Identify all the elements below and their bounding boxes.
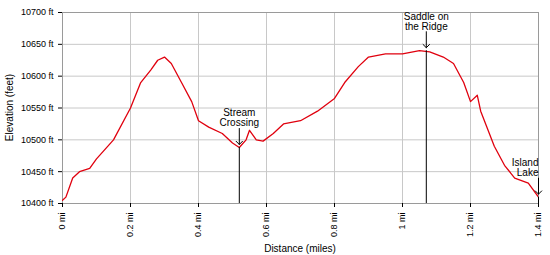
svg-text:10650 ft: 10650 ft	[21, 39, 54, 49]
svg-text:10600 ft: 10600 ft	[21, 71, 54, 81]
svg-text:Distance (miles): Distance (miles)	[264, 243, 336, 254]
svg-text:10700 ft: 10700 ft	[21, 7, 54, 17]
svg-text:Saddle onthe Ridge: Saddle onthe Ridge	[404, 11, 449, 32]
svg-text:0.6 mi: 0.6 mi	[261, 213, 271, 238]
svg-text:1 mi: 1 mi	[397, 213, 407, 230]
svg-text:StreamCrossing: StreamCrossing	[220, 107, 259, 128]
svg-text:IslandLake: IslandLake	[512, 157, 539, 178]
svg-text:10400 ft: 10400 ft	[21, 198, 54, 208]
svg-text:10500 ft: 10500 ft	[21, 135, 54, 145]
svg-text:Elevation (feet): Elevation (feet)	[4, 74, 15, 141]
svg-text:0.2 mi: 0.2 mi	[125, 213, 135, 238]
svg-text:10550 ft: 10550 ft	[21, 103, 54, 113]
svg-text:1.2 mi: 1.2 mi	[465, 213, 475, 238]
svg-text:10450 ft: 10450 ft	[21, 167, 54, 177]
svg-text:0 mi: 0 mi	[57, 213, 67, 230]
svg-text:0.4 mi: 0.4 mi	[193, 213, 203, 238]
svg-text:0.8 mi: 0.8 mi	[329, 213, 339, 238]
svg-text:1.4 mi: 1.4 mi	[533, 213, 543, 238]
